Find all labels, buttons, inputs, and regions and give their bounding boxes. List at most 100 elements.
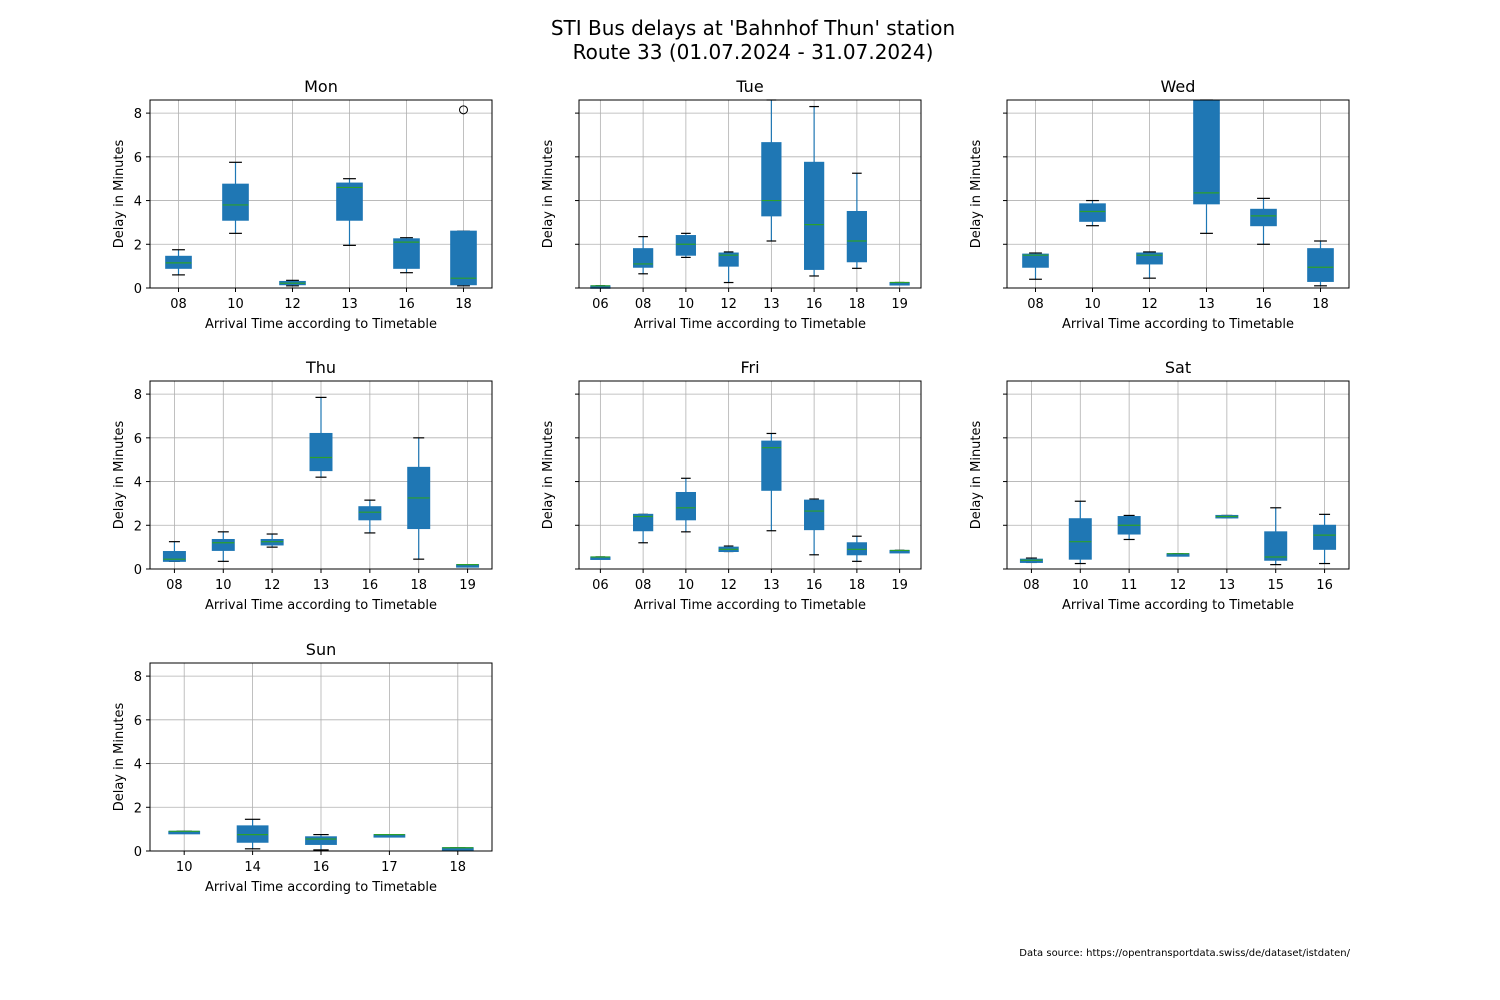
- box-wed-13: [1193, 99, 1220, 234]
- x-tick-label: 19: [459, 578, 476, 593]
- box-fri-16: [804, 498, 825, 556]
- subplot-title: Tue: [735, 77, 763, 96]
- subplot-title: Sun: [306, 640, 336, 659]
- box-wed-12: [1136, 251, 1163, 279]
- y-axis-label: Delay in Minutes: [112, 420, 127, 529]
- x-tick-label: 16: [362, 578, 379, 593]
- y-tick-label: 4: [134, 758, 142, 773]
- plot-thu: 0 2 4 6 8 08 10 12 13 16 18 19 Thu Arrival Time accor…: [112, 358, 493, 613]
- x-tick-label: 16: [806, 578, 823, 593]
- x-tick-label: 08: [170, 297, 187, 312]
- x-tick-label: 18: [849, 297, 866, 312]
- x-tick-label: 13: [1219, 578, 1236, 593]
- plot-frame: [578, 99, 922, 289]
- x-tick-label: 18: [410, 578, 427, 593]
- plot-wed: 08 10 12 13 16 18 Wed Arrival Time according to…: [969, 77, 1350, 332]
- x-axis-label: Arrival Time according to Timetable: [205, 317, 437, 332]
- box-iqr: [309, 432, 333, 472]
- y-tick-label: 0: [134, 282, 142, 297]
- box-sat-12: [1166, 553, 1190, 557]
- y-tick-label: 2: [134, 801, 142, 816]
- box-sun-18: [441, 847, 474, 851]
- x-tick-label: 18: [450, 860, 467, 875]
- box-iqr: [1264, 531, 1288, 561]
- figure-title-line1: STI Bus delays at 'Bahnhof Thun' station: [550, 16, 956, 40]
- x-tick-label: 08: [635, 578, 652, 593]
- box-iqr: [675, 491, 696, 521]
- box-wed-08: [1022, 252, 1049, 280]
- y-tick-label: 2: [134, 238, 142, 253]
- y-tick-label: 8: [134, 388, 142, 403]
- box-iqr: [804, 499, 825, 531]
- y-tick-label: 6: [134, 432, 142, 447]
- x-tick-label: 08: [1023, 578, 1040, 593]
- subplot-title: Thu: [305, 358, 336, 377]
- box-iqr: [633, 248, 654, 268]
- x-tick-label: 16: [398, 297, 415, 312]
- x-tick-label: 10: [227, 297, 244, 312]
- x-tick-label: 10: [1084, 297, 1101, 312]
- box-iqr: [718, 252, 739, 267]
- y-tick-label: 0: [134, 845, 142, 860]
- box-fri-13: [761, 432, 782, 532]
- y-axis-label: Delay in Minutes: [969, 420, 984, 529]
- box-wed-10: [1079, 199, 1106, 227]
- x-tick-label: 08: [1027, 297, 1044, 312]
- box-sun-14: [236, 818, 269, 850]
- box-thu-12: [260, 533, 284, 548]
- box-mon-18: [450, 105, 477, 287]
- x-tick-label: 10: [176, 860, 193, 875]
- box-iqr: [1068, 518, 1092, 560]
- box-tue-18: [846, 172, 867, 269]
- x-tick-label: 15: [1267, 578, 1284, 593]
- x-tick-label: 18: [455, 297, 472, 312]
- y-tick-label: 6: [134, 151, 142, 166]
- box-iqr: [1079, 203, 1106, 222]
- box-thu-10: [211, 531, 235, 562]
- box-thu-08: [162, 541, 186, 562]
- x-tick-label: 16: [313, 860, 330, 875]
- y-tick-label: 4: [134, 195, 142, 210]
- box-mon-16: [393, 237, 420, 274]
- x-axis-label: Arrival Time according to Timetable: [1062, 598, 1294, 613]
- box-iqr: [211, 538, 235, 551]
- box-iqr: [1022, 253, 1049, 268]
- box-iqr: [1136, 252, 1163, 265]
- figure-title: STI Bus delays at 'Bahnhof Thun' station…: [0, 16, 1500, 64]
- box-iqr: [162, 551, 186, 562]
- x-tick-label: 13: [313, 578, 330, 593]
- box-iqr: [633, 513, 654, 532]
- box-sat-10: [1068, 500, 1092, 565]
- y-axis-label: Delay in Minutes: [969, 139, 984, 248]
- x-tick-label: 12: [720, 297, 737, 312]
- box-fri-08: [633, 513, 654, 544]
- subplot-title: Fri: [740, 358, 759, 377]
- box-iqr: [358, 506, 382, 521]
- box-mon-10: [222, 161, 249, 234]
- x-tick-label: 12: [264, 578, 281, 593]
- box-sat-11: [1117, 514, 1141, 541]
- plot-sat: 08 10 11 12 13 15 16 Sat Arrival Time according …: [969, 358, 1350, 613]
- y-tick-label: 4: [134, 476, 142, 491]
- x-tick-label: 10: [215, 578, 232, 593]
- x-axis-label: Arrival Time according to Timetable: [634, 598, 866, 613]
- x-tick-label: 10: [1072, 578, 1089, 593]
- box-tue-12: [718, 251, 739, 284]
- box-iqr: [1307, 248, 1334, 282]
- box-sat-08: [1019, 557, 1043, 564]
- box-sat-15: [1264, 507, 1288, 566]
- box-thu-18: [407, 437, 431, 560]
- box-sun-16: [305, 834, 337, 851]
- box-sun-10: [168, 830, 201, 835]
- box-iqr: [393, 238, 420, 269]
- x-tick-label: 17: [381, 860, 398, 875]
- box-tue-10: [675, 232, 696, 258]
- outlier-point: [459, 105, 468, 115]
- x-tick-label: 11: [1121, 578, 1138, 593]
- box-mon-13: [336, 178, 363, 246]
- x-tick-label: 06: [592, 297, 609, 312]
- plot-fri: 06 08 10 12 13 16 18 19 Fri Arrival Time accordin…: [541, 358, 922, 613]
- plot-frame: [578, 380, 922, 570]
- x-tick-label: 13: [1198, 297, 1215, 312]
